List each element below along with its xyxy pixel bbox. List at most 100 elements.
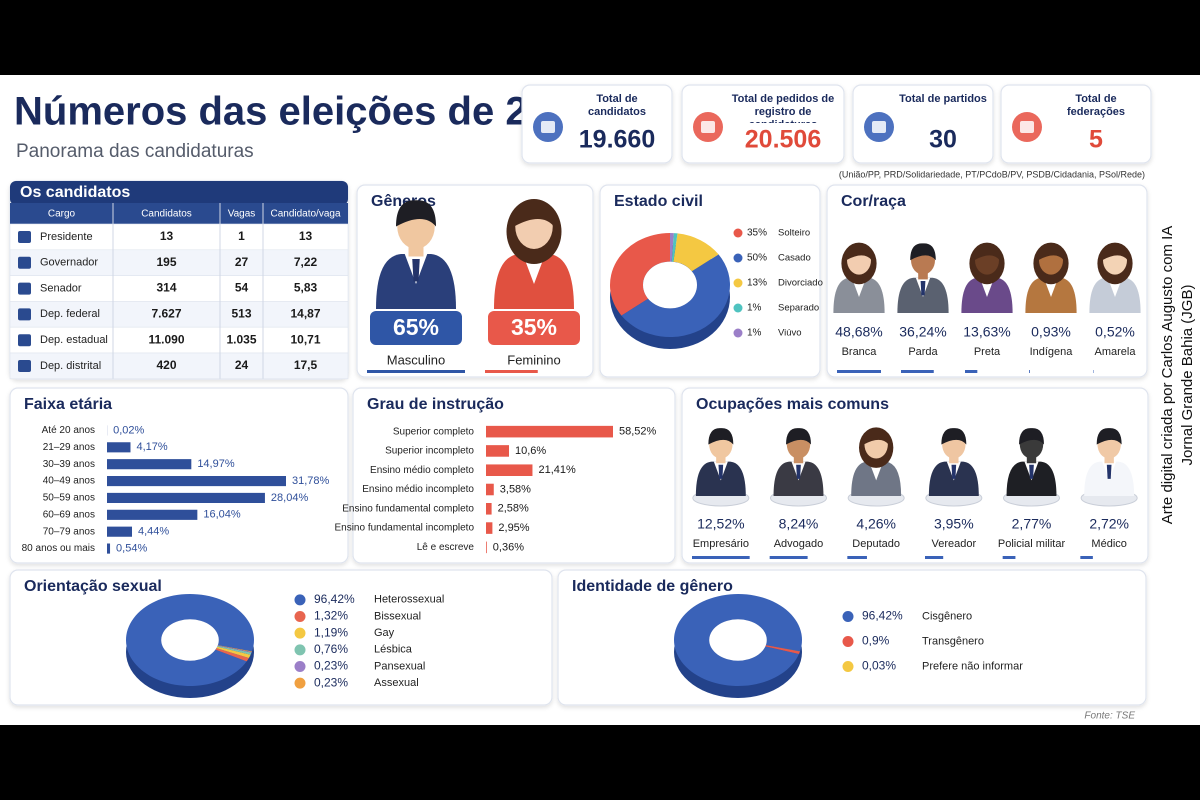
value-label: 4,26% <box>856 516 896 532</box>
avatar-hair <box>514 200 554 227</box>
category-label: Advogado <box>774 538 824 550</box>
value-label: 10,6% <box>515 445 546 457</box>
value-label: 0,36% <box>493 541 524 553</box>
category-label: Preta <box>974 346 1001 358</box>
avatar-hair <box>941 428 967 445</box>
panel <box>852 84 994 164</box>
avatar-tie <box>412 259 420 282</box>
share-bar <box>1002 556 1016 559</box>
legend-value: 1,19% <box>314 625 348 639</box>
legend-dot <box>733 328 743 338</box>
value-badge <box>488 311 580 345</box>
pie-slice <box>673 233 719 272</box>
table-cell: 5,83 <box>294 281 318 295</box>
legend-dot <box>294 594 306 606</box>
pie-slice <box>671 233 678 262</box>
page-subtitle: Panorama das candidaturas <box>16 141 254 162</box>
table-cell: 10,71 <box>290 332 320 346</box>
legend-label: Pansexual <box>374 660 425 672</box>
category-label: Parda <box>908 346 938 358</box>
value-label: 65% <box>393 314 439 340</box>
value-label: 8,24% <box>779 516 819 532</box>
legend-dot <box>294 611 306 622</box>
legend-value: 0,76% <box>314 642 348 656</box>
category-label: Policial militar <box>998 538 1066 550</box>
category-label: Ensino fundamental completo <box>342 503 474 514</box>
value-label: 0,93% <box>1031 324 1071 340</box>
value-label: 4,17% <box>136 441 167 453</box>
avatar-hair <box>786 428 811 445</box>
category-label: Empresário <box>693 538 749 550</box>
avatar-neck <box>949 455 959 464</box>
value-label: 36,24% <box>899 324 946 340</box>
category-label: Até 20 anos <box>42 425 95 436</box>
row-icon <box>18 308 31 321</box>
category-label: 40–49 anos <box>43 476 95 487</box>
legend-label: Cisgênero <box>922 610 972 622</box>
legend-value: 35% <box>747 228 767 239</box>
value-label: 0,52% <box>1095 324 1135 340</box>
table-cell: 1 <box>238 229 245 243</box>
legend-label: Solteiro <box>778 228 810 239</box>
share-bar <box>367 370 465 373</box>
bar <box>486 522 493 534</box>
avatar-neck <box>918 271 928 280</box>
avatar-neck <box>716 455 726 464</box>
pie-hole <box>161 619 219 661</box>
value-label: 21,41% <box>538 464 576 476</box>
table-cell: 1.035 <box>226 332 256 346</box>
avatar-tie <box>796 464 801 479</box>
table-cell: 14,87 <box>290 306 320 320</box>
legend-value: 1,32% <box>314 609 348 623</box>
legend-dot <box>733 303 743 313</box>
legend-label: Lésbica <box>374 644 413 656</box>
share-bar <box>769 556 808 559</box>
chart-title: Faixa etária <box>24 396 112 413</box>
value-label: 12,52% <box>697 516 744 532</box>
value-label: 0,54% <box>116 542 147 554</box>
legend-dot <box>294 661 306 672</box>
avatar-hair <box>396 200 436 227</box>
card-icon-detail <box>701 121 715 133</box>
row-icon <box>18 256 31 269</box>
category-label: Branca <box>842 346 878 358</box>
chart-title: Ocupações mais comuns <box>696 396 889 413</box>
category-label: 80 anos ou mais <box>22 543 95 554</box>
table-cell: 27 <box>235 255 249 269</box>
legend-value: 1% <box>747 328 762 339</box>
card-value: 30 <box>929 126 957 154</box>
legend-dot <box>294 627 306 639</box>
table-cell: Dep. estadual <box>40 334 108 346</box>
value-badge <box>370 311 462 345</box>
bar <box>486 483 494 496</box>
card-value: 20.506 <box>745 126 821 154</box>
legend-label: Assexual <box>374 677 419 689</box>
avatar-neck <box>1104 455 1114 464</box>
bar <box>486 464 533 476</box>
category-label: Ensino médio incompleto <box>362 484 474 495</box>
table-cell: 13 <box>160 229 174 243</box>
pie-hole <box>709 619 767 661</box>
bar <box>107 442 131 453</box>
table-row <box>9 223 349 251</box>
share-bar <box>965 370 978 373</box>
chart-title: Estado civil <box>614 193 703 210</box>
card-label: Total de partidos <box>899 93 987 105</box>
value-label: 2,95% <box>498 522 529 534</box>
category-label: Lê e escreve <box>417 542 475 553</box>
avatar-hair <box>974 243 1000 261</box>
row-icon <box>18 360 31 372</box>
legend-label: Casado <box>778 253 811 264</box>
category-label: Masculino <box>387 352 446 367</box>
legend-value: 96,42% <box>862 609 903 623</box>
card-label: Total de federações <box>1066 93 1126 118</box>
table-row <box>9 301 349 328</box>
value-label: 4,44% <box>138 526 169 538</box>
share-bar <box>692 556 750 559</box>
share-bar <box>925 556 944 559</box>
avatar-hair <box>1096 428 1122 445</box>
legend-label: Transgênero <box>922 635 984 647</box>
pie-slice <box>215 648 249 662</box>
panel <box>1000 84 1152 164</box>
